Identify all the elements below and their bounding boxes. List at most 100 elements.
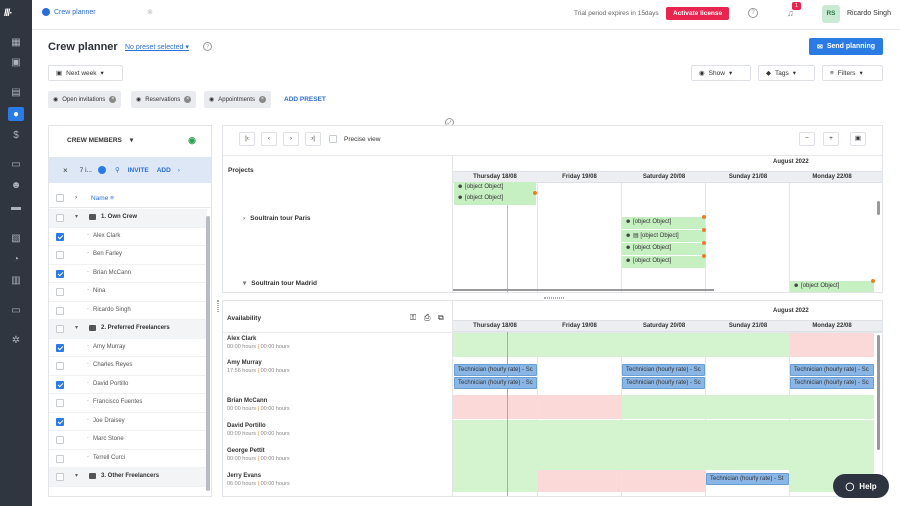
availability-row[interactable]: Brian McCann 00:00 hours | 00:00 hours [223,395,453,419]
preset-chip[interactable]: ◉ Open invitations × [48,91,122,108]
chevron-right-icon[interactable]: › [75,194,78,201]
chevron-down-icon[interactable]: ▾ [75,214,79,220]
clock-icon[interactable]: ◔ [12,253,20,265]
gear-icon[interactable]: ✲ [11,334,21,346]
eye-icon[interactable]: ◉ [188,134,196,145]
first-page-button[interactable]: |‹ [239,132,255,146]
booking-block[interactable]: Technician (hourly rate) - Sc [622,377,705,389]
vertical-scrollbar[interactable] [877,335,880,450]
preset-chip[interactable]: ◉ Reservations × [131,91,197,108]
crew-member-row[interactable]: - Amy Murray [49,339,207,357]
project-row[interactable]: › Soultrain tour Paris [243,215,311,222]
event-block[interactable]: ☻ [object Object] [622,241,706,255]
preset-chip[interactable]: ◉ Appointments × [204,91,271,108]
member-checkbox[interactable] [56,232,64,241]
event-block[interactable]: ☻ [object Object] [622,215,706,229]
member-checkbox[interactable] [56,362,64,370]
people-icon[interactable]: ☻ [10,179,22,191]
availability-row[interactable]: Amy Murray 17:56 hours | 00:00 hours [223,357,453,381]
member-checkbox[interactable] [56,251,64,259]
member-checkbox[interactable] [56,306,64,315]
member-checkbox[interactable] [56,399,64,407]
event-block[interactable]: ☻ [object Object] [622,254,706,268]
close-icon[interactable]: × [63,165,68,175]
crew-member-row[interactable]: - David Portillo [49,376,207,394]
booking-block[interactable]: Technician (hourly rate) - Sc [454,377,537,389]
crew-member-row[interactable]: - Alex Clark [49,228,207,246]
resize-handle[interactable] [217,300,219,312]
name-column-header[interactable]: Name ≡ [91,195,114,202]
member-checkbox[interactable] [56,214,64,222]
crew-member-row[interactable]: - Charles Reyes [49,357,207,376]
horizontal-scrollbar[interactable] [453,289,714,291]
project-row[interactable]: ▾ Soultrain tour Madrid [243,279,317,287]
member-checkbox[interactable] [56,288,64,296]
table-icon[interactable]: ▤ [11,86,21,98]
crew-group-row[interactable]: ▾ 2. Preferred Freelancers [49,320,207,339]
member-checkbox[interactable] [56,325,64,333]
help-button[interactable]: ◯ Help [833,474,889,498]
filters-dropdown[interactable]: ≡ Filters ▾ [822,65,883,81]
invite-button[interactable]: INVITE [127,166,149,174]
member-checkbox[interactable] [56,269,64,278]
message-icon[interactable]: ▭ [11,304,21,316]
avatar[interactable]: RS [822,5,840,23]
zoom-in-button[interactable]: + [823,132,839,146]
prev-button[interactable]: ‹ [261,132,277,146]
zoom-out-button[interactable]: − [799,132,815,146]
lock-icon[interactable]: ⚿ [410,313,417,322]
member-checkbox[interactable] [56,436,64,444]
tab-crew-planner[interactable]: Crew planner [42,8,96,16]
event-block[interactable]: ☻ [object Object] [454,191,537,205]
last-page-button[interactable]: ›| [305,132,321,146]
calendar-icon[interactable]: ▣ [11,56,21,68]
crew-group-row[interactable]: ▾ 1. Own Crew [49,209,207,228]
next-button[interactable]: › [283,132,299,146]
help-icon[interactable]: ? [203,42,212,51]
crew-member-row[interactable]: - Marc Stone [49,431,207,450]
crew-member-row[interactable]: - Ricardo Singh [49,302,207,320]
close-icon[interactable]: × [109,96,117,103]
member-checkbox[interactable] [56,380,64,389]
person-icon[interactable]: ● [8,107,24,121]
money-icon[interactable]: $ [13,129,19,141]
crew-member-row[interactable]: - Terrell Curci [49,450,207,468]
grid-icon[interactable]: ▦ [11,36,21,48]
close-icon[interactable]: × [258,96,266,103]
availability-row[interactable]: Jerry Evans 06:00 hours | 00:00 hours [223,470,453,494]
show-dropdown[interactable]: ◉ Show ▾ [691,65,751,81]
booking-block[interactable]: Technician (hourly rate) - Sc [790,377,874,389]
crew-member-row[interactable]: - Brian McCann [49,265,207,283]
clock-icon[interactable] [97,166,106,174]
help-icon[interactable]: ? [748,8,758,18]
crew-header[interactable]: CREW MEMBERS ▾ ◉ [49,126,211,154]
preset-select-link[interactable]: No preset selected ▾ [125,44,189,51]
resize-handle[interactable] [544,297,564,299]
user-name[interactable]: Ricardo Singh [847,10,891,17]
crew-member-row[interactable]: - Francisco Fuentes [49,394,207,413]
bell-icon[interactable]: ♫ [787,8,794,18]
booking-block[interactable]: Technician (hourly rate) - Sc [454,364,537,376]
member-checkbox[interactable] [56,454,64,463]
add-button[interactable]: ADD [156,166,171,174]
precise-view-checkbox[interactable] [329,135,337,143]
fullscreen-button[interactable]: ▣ [850,132,866,146]
print-icon[interactable]: ⎙ [424,313,431,322]
chevron-down-icon[interactable]: ▾ [75,325,79,331]
member-checkbox[interactable] [56,473,64,481]
availability-row[interactable]: Alex Clark 00:00 hours | 00:00 hours [223,333,453,357]
event-block[interactable]: ☻ [object Object] [454,182,536,194]
send-planning-button[interactable]: ✉ Send planning [809,38,883,55]
id-card-icon[interactable]: ▭ [11,158,21,170]
close-icon[interactable]: × [184,96,192,103]
booking-block[interactable]: Technician (hourly rate) - Sc [622,364,705,376]
crew-group-row[interactable]: ▾ 3. Other Freelancers [49,468,207,487]
crew-member-row[interactable]: - Ben Farley [49,246,207,265]
availability-row[interactable]: George Pettit 00:00 hours | 00:00 hours [223,445,453,469]
chevron-down-icon[interactable]: ▾ [75,473,79,479]
event-block[interactable]: ☻ ▤ [object Object] [622,228,706,242]
chevron-right-icon[interactable]: › [177,166,180,174]
booking-block[interactable]: Technician (hourly rate) - Sc [790,364,874,376]
select-all-checkbox[interactable] [56,194,64,202]
availability-row[interactable]: David Portillo 00:00 hours | 00:00 hours [223,420,453,444]
